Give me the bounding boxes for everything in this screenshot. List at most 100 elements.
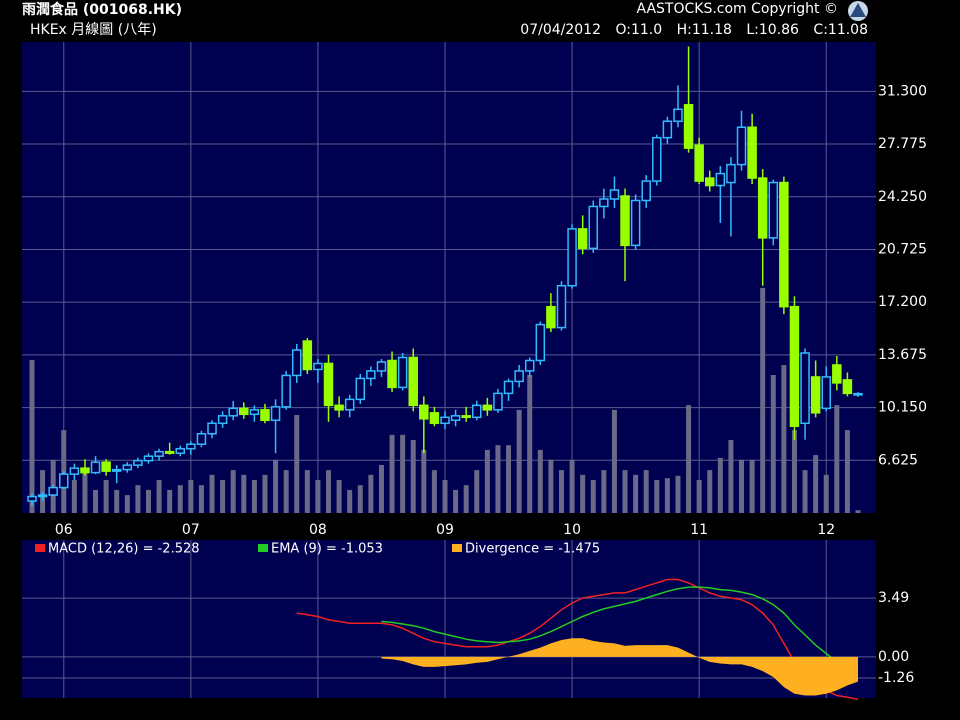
volume-bar [463, 485, 469, 513]
volume-bar [220, 480, 226, 513]
volume-bar [855, 510, 861, 513]
plot-layer: 06 07 08 09 10 11 12 31.300 27.775 24.250 20.725 17… [22, 42, 927, 701]
x-tick-label: 10 [563, 522, 581, 538]
volume-bar [294, 415, 300, 513]
candle-body [419, 404, 429, 420]
candle-body [37, 494, 48, 498]
candle-body [704, 177, 715, 187]
volume-bar [29, 359, 35, 513]
volume-bar [378, 464, 384, 513]
legend-label: MACD (12,26) = -2.528 [48, 542, 200, 557]
candle-body [461, 415, 471, 419]
candle-body [726, 163, 736, 184]
volume-bar [273, 459, 279, 513]
candle-body [302, 340, 313, 371]
price-plot-area [22, 42, 876, 513]
chart-subtitle: HKEx 月線圖 (八年) [30, 22, 157, 38]
volume-bar [664, 478, 670, 513]
y-tick-label: -1.26 [878, 670, 914, 686]
candle-body [440, 416, 450, 425]
candle-body [482, 404, 493, 411]
volume-bar [262, 474, 268, 513]
volume-bar [537, 449, 543, 513]
y-tick-label: 31.300 [878, 83, 927, 99]
candle-body [260, 409, 270, 422]
volume-bar [590, 480, 596, 513]
candle-body [217, 415, 228, 425]
volume-bar [357, 485, 363, 513]
candle-body [673, 108, 683, 122]
volume-bar [93, 489, 99, 513]
quote: 07/04/2012 O:11.0 H:11.18 L:10.86 C:11.0… [520, 22, 868, 38]
candle-body [228, 407, 238, 417]
candle-body [313, 362, 323, 371]
volume-bar [770, 374, 776, 513]
candle-body [429, 412, 440, 425]
volume-bar [400, 434, 406, 513]
volume-bar [717, 457, 723, 513]
candle-body [768, 181, 779, 239]
candle-body [164, 450, 175, 454]
candle-body [503, 380, 514, 395]
candle-body [853, 392, 863, 396]
candle-body [662, 120, 673, 139]
legend-swatch [258, 544, 268, 552]
volume-bar [643, 470, 649, 513]
candle-body [154, 450, 164, 457]
candle-body [281, 374, 291, 408]
candle-body [779, 181, 789, 308]
candle-body [652, 136, 662, 182]
volume-bar [813, 455, 819, 513]
volume-bar [791, 430, 797, 513]
volume-bar [686, 405, 692, 513]
volume-bar [283, 470, 289, 513]
volume-bar [654, 480, 660, 513]
candle-body [376, 361, 387, 372]
volume-bar [802, 470, 808, 513]
candle-body [387, 359, 397, 389]
candle-body [757, 177, 768, 239]
candle-body [207, 422, 217, 435]
volume-bar [728, 439, 734, 513]
volume-bar [611, 409, 617, 513]
volume-bar [453, 489, 459, 513]
volume-bar [188, 480, 194, 513]
candle-body [524, 359, 535, 372]
candle-body [599, 198, 609, 208]
volume-bar [145, 489, 151, 513]
volume-bar [82, 470, 88, 513]
candle-body [239, 407, 249, 416]
candle-body [810, 376, 821, 414]
y-tick-label: 3.49 [878, 590, 909, 606]
candle-body [366, 370, 376, 380]
x-tick-label: 07 [182, 522, 200, 538]
candle-body [69, 467, 80, 475]
volume-bar [198, 485, 204, 513]
volume-bar [251, 480, 257, 513]
logo [848, 1, 868, 21]
candle-body [48, 486, 58, 496]
legend-swatch [452, 544, 462, 552]
volume-bar [431, 470, 437, 513]
candle-body [122, 464, 133, 471]
candle-body [355, 377, 366, 401]
divergence-area [381, 638, 858, 696]
volume-bar [347, 489, 353, 513]
macd-plot-area [22, 540, 876, 698]
legend-label: EMA (9) = -1.053 [271, 542, 383, 557]
candle-body [334, 404, 344, 411]
volume-bar [135, 485, 141, 513]
volume-bar [516, 409, 522, 513]
candle-body [249, 409, 260, 416]
volume-bar [71, 480, 77, 513]
y-tick-label: 0.00 [878, 649, 909, 665]
volume-bar [241, 474, 247, 513]
candle-body [27, 495, 37, 502]
volume-bar [114, 489, 120, 513]
volume-bar [315, 480, 321, 513]
candle-body [397, 356, 408, 389]
quote-date: 07/04/2012 [520, 22, 601, 38]
volume-bar [421, 449, 427, 513]
candle-body [493, 392, 503, 411]
volume-bar [749, 459, 755, 513]
